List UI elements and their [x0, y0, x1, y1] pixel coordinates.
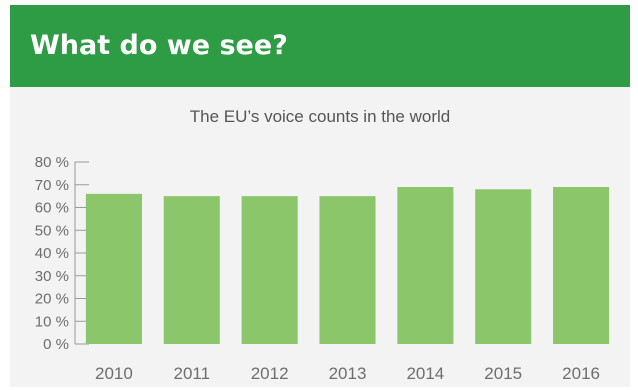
bar-2012: [241, 196, 298, 344]
bar-2013: [319, 196, 376, 344]
bar-2016: [553, 187, 610, 344]
page-title: What do we see?: [30, 30, 288, 61]
x-tick-label: 2010: [95, 364, 133, 383]
bar-2011: [163, 196, 220, 344]
y-tick-label: 80 %: [35, 154, 69, 171]
bar-2010: [85, 193, 142, 344]
x-tick-label: 2016: [562, 364, 600, 383]
y-tick-label: 40 %: [35, 245, 69, 262]
x-tick-label: 2011: [174, 364, 211, 383]
y-tick-label: 10 %: [35, 313, 69, 330]
chart-title: The EU’s voice counts in the world: [189, 107, 451, 126]
y-tick-label: 20 %: [35, 291, 69, 308]
y-tick-label: 0 %: [43, 336, 69, 353]
chart-panel: What do we see? The EU’s voice counts in…: [10, 5, 630, 387]
bar-2014: [397, 187, 454, 344]
y-tick-label: 60 %: [35, 200, 69, 217]
x-tick-label: 2013: [329, 364, 367, 383]
x-tick-label: 2012: [251, 364, 289, 383]
y-tick-label: 30 %: [35, 268, 69, 285]
x-tick-label: 2015: [484, 364, 522, 383]
x-tick-label: 2014: [406, 364, 444, 383]
y-tick-label: 70 %: [35, 177, 69, 194]
bar-2015: [475, 189, 532, 344]
y-tick-label: 50 %: [35, 222, 69, 239]
header-bar: What do we see?: [10, 5, 630, 87]
bar-chart: 0 % 10 % 20 % 30 % 40 % 50 % 60 % 70 % 80 % 2010 2…: [35, 154, 610, 383]
